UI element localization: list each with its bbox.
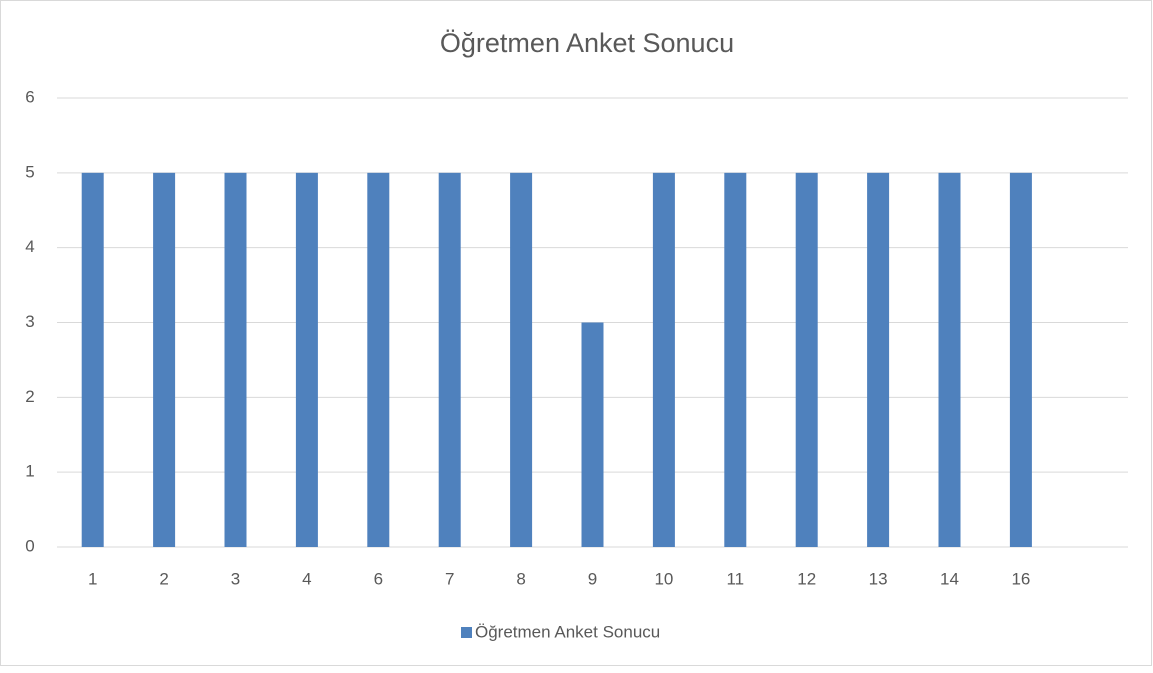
- bar: [1009, 172, 1032, 548]
- x-tick-label: 9: [588, 569, 597, 588]
- bar: [867, 172, 890, 548]
- x-tick-label: 3: [231, 569, 240, 588]
- chart-title: Öğretmen Anket Sonucu: [440, 28, 734, 58]
- bar: [652, 172, 675, 548]
- y-tick-label: 4: [25, 237, 34, 256]
- x-tick-label: 6: [374, 569, 383, 588]
- y-tick-label: 2: [25, 387, 34, 406]
- y-tick-label: 5: [25, 162, 34, 181]
- x-tick-label: 16: [1011, 569, 1030, 588]
- x-tick-label: 14: [940, 569, 959, 588]
- legend-label: Öğretmen Anket Sonucu: [475, 622, 660, 641]
- x-tick-label: 11: [726, 569, 744, 588]
- x-tick-label: 13: [869, 569, 888, 588]
- x-tick-label: 1: [88, 569, 97, 588]
- x-tick-label: 7: [445, 569, 454, 588]
- x-tick-label: 2: [159, 569, 168, 588]
- y-tick-label: 6: [25, 87, 34, 106]
- bar: [581, 322, 604, 547]
- x-tick-label: 4: [302, 569, 311, 588]
- bar: [438, 172, 461, 548]
- legend-swatch: [461, 627, 472, 638]
- bar: [724, 172, 747, 548]
- x-tick-label: 8: [516, 569, 525, 588]
- bar: [81, 172, 104, 548]
- bar: [938, 172, 961, 548]
- bar: [367, 172, 390, 548]
- bar: [295, 172, 318, 548]
- bar: [153, 172, 176, 548]
- y-tick-label: 3: [25, 312, 34, 331]
- x-tick-label: 12: [797, 569, 816, 588]
- bar: [224, 172, 247, 548]
- bar: [795, 172, 818, 548]
- bar: [510, 172, 533, 548]
- x-tick-label: 10: [654, 569, 673, 588]
- y-tick-label: 1: [25, 462, 34, 481]
- y-tick-label: 0: [25, 536, 34, 555]
